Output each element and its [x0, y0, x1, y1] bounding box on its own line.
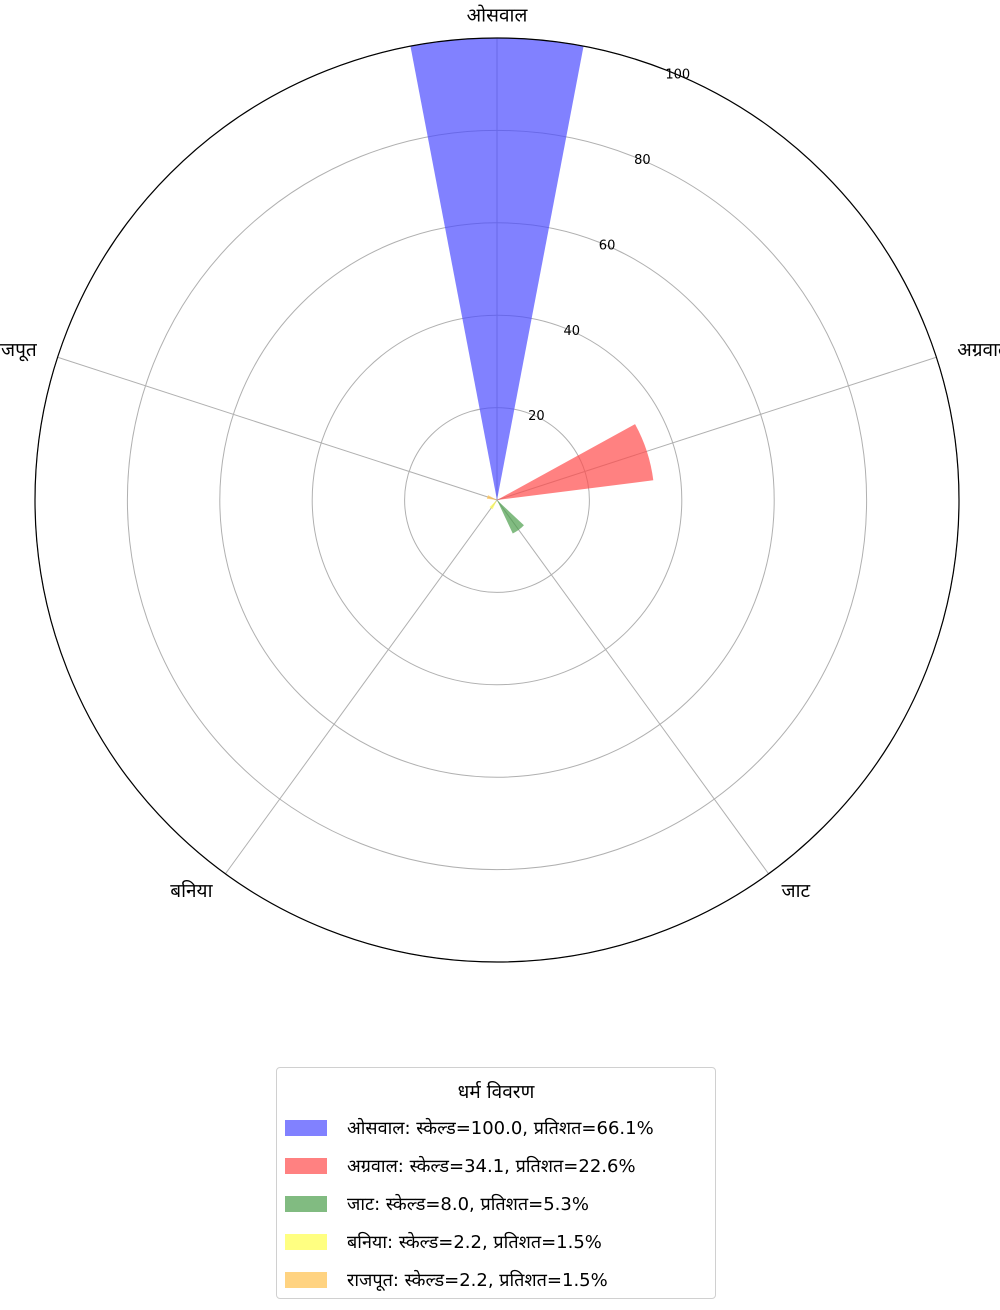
- legend: धर्म विवरण ओसवाल: स्केल्ड=100.0, प्रतिशत…: [276, 1067, 716, 1299]
- r-tick-label: 100: [665, 68, 690, 83]
- legend-label: अग्रवाल: स्केल्ड=34.1, प्रतिशत=22.6%: [347, 1156, 636, 1177]
- legend-swatch: [285, 1196, 327, 1212]
- category-labels: ओसवाल अग्रवाल जाट बनिया राजपूत: [0, 4, 1000, 903]
- category-label: ओसवाल: [467, 4, 529, 27]
- bar-0: [410, 37, 584, 500]
- legend-swatch: [285, 1120, 327, 1136]
- bar-3: [489, 500, 497, 510]
- category-label: बनिया: [170, 879, 213, 902]
- r-tick-label: 80: [634, 153, 651, 168]
- bar-4: [486, 495, 497, 500]
- grid-spoke: [225, 499, 498, 875]
- legend-swatch: [285, 1234, 327, 1250]
- legend-label: जाट: स्केल्ड=8.0, प्रतिशत=5.3%: [347, 1194, 589, 1215]
- r-tick-label: 40: [563, 324, 580, 339]
- category-label: राजपूत: [0, 339, 38, 362]
- category-label: जाट: [781, 880, 810, 902]
- legend-swatch: [285, 1158, 327, 1174]
- legend-swatch: [285, 1272, 327, 1288]
- polar-outer-ring: [34, 37, 960, 963]
- legend-label: ओसवाल: स्केल्ड=100.0, प्रतिशत=66.1%: [347, 1118, 654, 1139]
- polar-chart: 20 40 60 80 100 ओसवाल अग्रवाल जाट बनिया राजपूत: [0, 4, 1000, 963]
- legend-label: बनिया: स्केल्ड=2.2, प्रतिशत=1.5%: [347, 1232, 602, 1253]
- bar-2: [497, 500, 524, 534]
- r-tick-label: 20: [528, 409, 545, 424]
- category-label: अग्रवाल: [957, 339, 1000, 361]
- grid-spoke: [496, 499, 769, 875]
- r-tick-label: 60: [599, 238, 616, 253]
- polar-bars: [410, 37, 654, 534]
- legend-title: धर्म विवरण: [457, 1081, 535, 1103]
- grid-spoke: [57, 356, 498, 501]
- legend-label: राजपूत: स्केल्ड=2.2, प्रतिशत=1.5%: [347, 1270, 608, 1291]
- bar-1: [497, 424, 654, 500]
- radial-tick-labels: 20 40 60 80 100: [528, 68, 690, 424]
